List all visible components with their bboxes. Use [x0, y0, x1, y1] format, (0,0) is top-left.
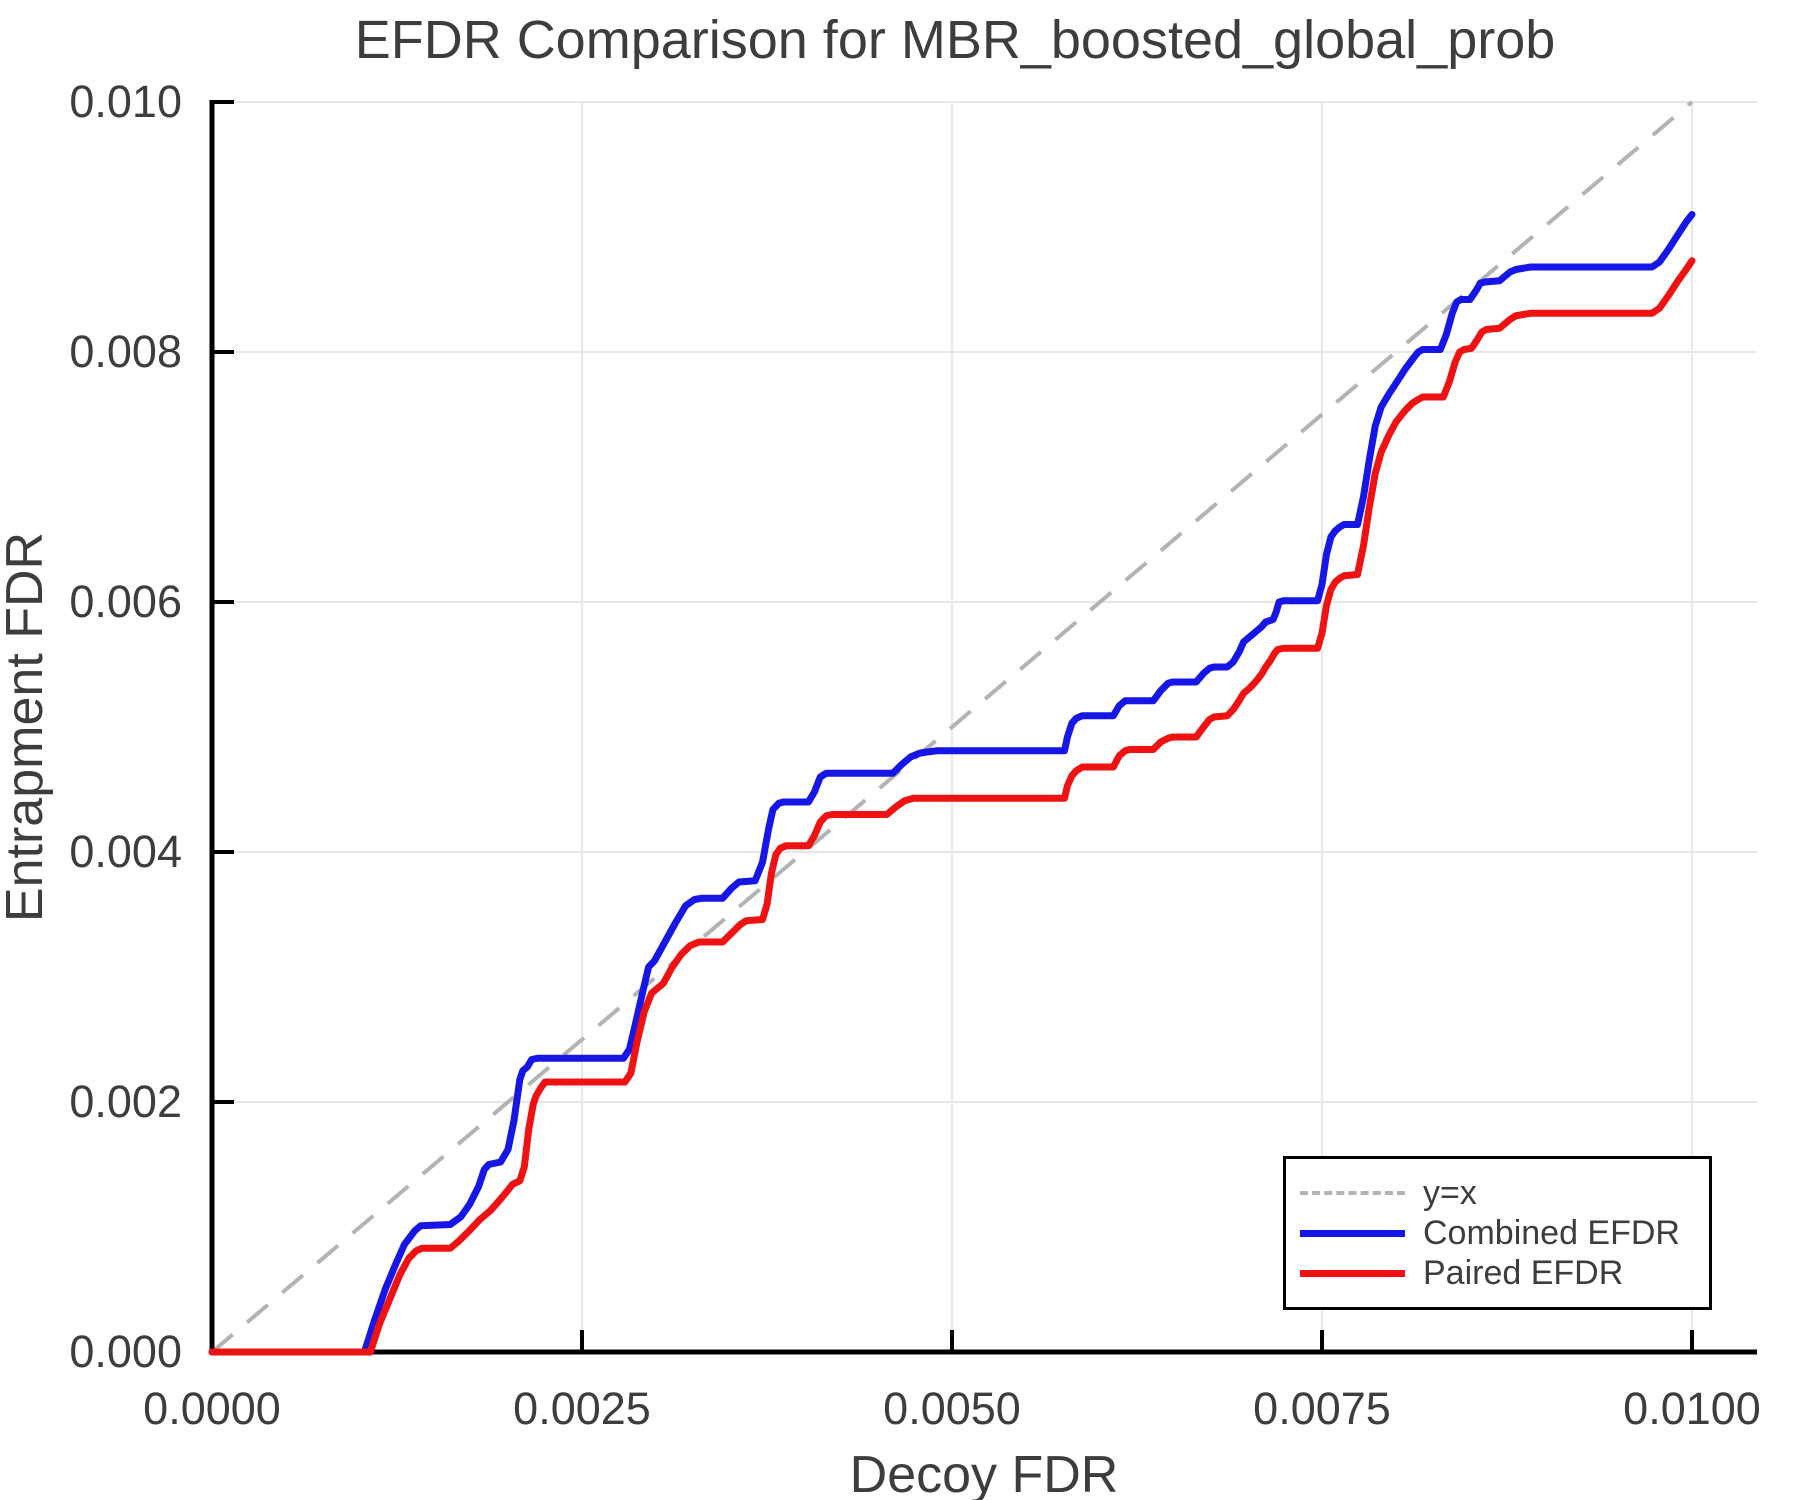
combined-line-sample — [1300, 1229, 1405, 1237]
legend-label-combined: Combined EFDR — [1423, 1214, 1680, 1252]
x-tick-label: 0.0025 — [513, 1383, 651, 1434]
y-axis-label: Entrapment FDR — [0, 532, 54, 922]
gridlines — [212, 101, 1757, 1352]
x-axis-label: Decoy FDR — [850, 1446, 1119, 1500]
reference-line-layer — [210, 100, 1694, 1354]
y-tick-label: 0.010 — [69, 76, 182, 127]
y-tick-label: 0.004 — [69, 826, 182, 877]
legend-item-yx: y=x — [1300, 1173, 1709, 1213]
legend-item-paired: Paired EFDR — [1300, 1253, 1709, 1293]
y-tick-label: 0.000 — [69, 1326, 182, 1377]
x-tick-label: 0.0075 — [1253, 1383, 1391, 1434]
legend-label-paired: Paired EFDR — [1423, 1254, 1624, 1292]
y-tick-label: 0.006 — [69, 576, 182, 627]
legend-label-yx: y=x — [1423, 1174, 1477, 1212]
series-line-paired-efdr — [208, 257, 1696, 1356]
yx-line-sample — [1300, 1191, 1405, 1195]
series-lines — [208, 211, 1696, 1356]
y-tick-label: 0.002 — [69, 1076, 182, 1127]
chart-title: EFDR Comparison for MBR_boosted_global_p… — [355, 10, 1556, 70]
identity-reference-line — [210, 100, 1694, 1354]
x-tick-label: 0.0000 — [143, 1383, 281, 1434]
legend-item-combined: Combined EFDR — [1300, 1213, 1709, 1253]
legend-box: y=x Combined EFDR Paired EFDR — [1283, 1156, 1712, 1310]
series-line-combined-efdr — [208, 211, 1696, 1356]
y-tick-label: 0.008 — [69, 326, 182, 377]
tick-labels: 0.0000 0.0025 0.0050 0.0075 0.0100 0.000 0.002… — [69, 76, 1760, 1434]
x-tick-label: 0.0050 — [883, 1383, 1021, 1434]
paired-line-sample — [1300, 1269, 1405, 1277]
x-tick-label: 0.0100 — [1623, 1383, 1761, 1434]
